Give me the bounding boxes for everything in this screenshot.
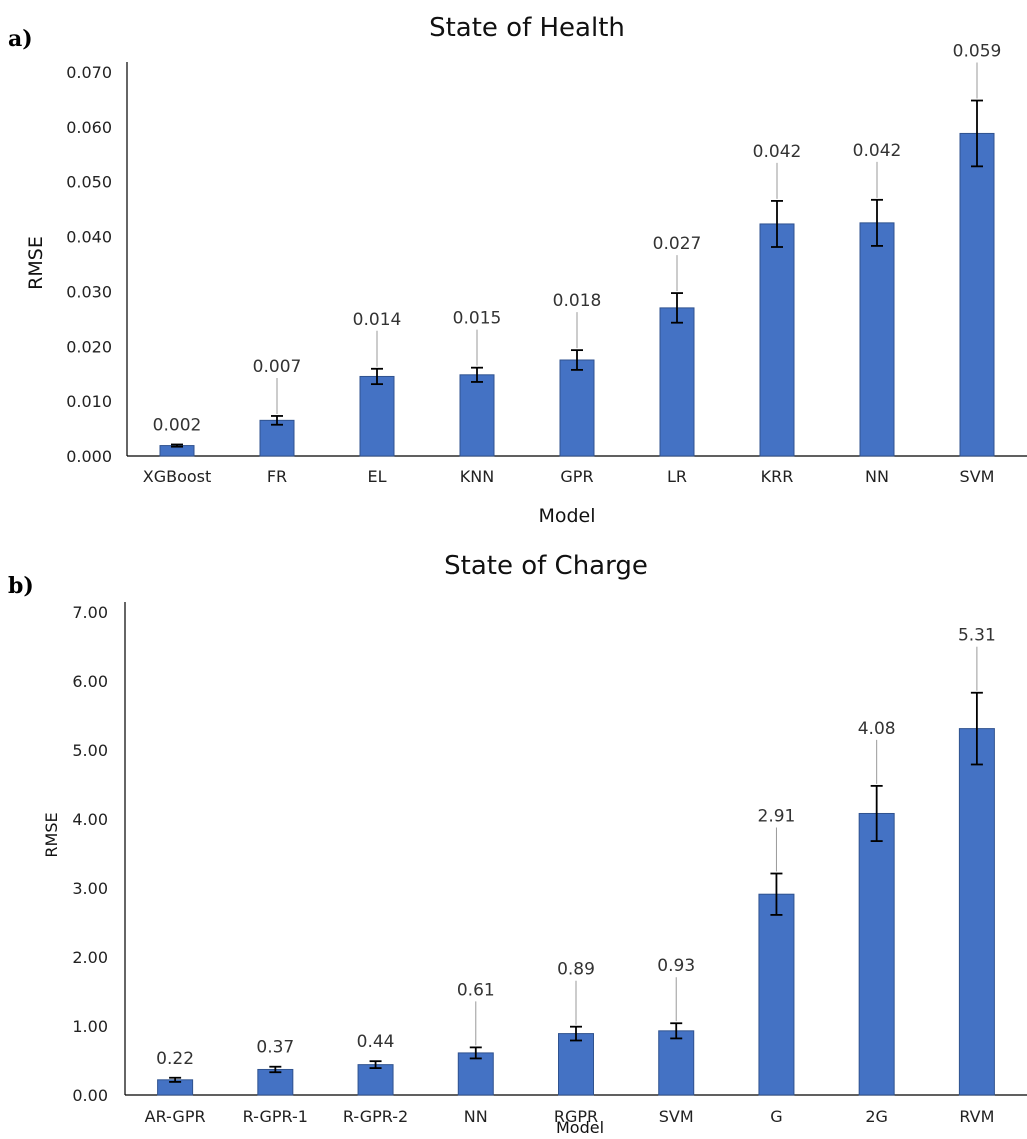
x-tick-label: RVM — [959, 1107, 994, 1126]
y-tick-label: 4.00 — [72, 810, 108, 829]
data-label: 0.22 — [156, 1049, 194, 1069]
bar — [559, 359, 595, 457]
x-tick-label: R-GPR-1 — [243, 1107, 308, 1126]
x-tick-label: NN — [865, 467, 889, 486]
x-axis-title-b: Model — [556, 1118, 604, 1137]
data-label: 2.91 — [758, 807, 796, 827]
data-label: 0.042 — [753, 142, 802, 162]
panel-label-b: b) — [8, 573, 34, 599]
data-label: 0.002 — [153, 415, 202, 435]
y-tick-label: 0.010 — [66, 392, 112, 411]
panel-label-a: a) — [8, 26, 33, 52]
chart-title-b: State of Charge — [444, 551, 648, 581]
bar — [658, 1030, 695, 1096]
bar — [257, 1068, 294, 1096]
x-tick-label: G — [770, 1107, 782, 1126]
x-tick-label: SVM — [960, 467, 995, 486]
x-tick-label: KRR — [761, 467, 794, 486]
x-tick-label: R-GPR-2 — [343, 1107, 408, 1126]
x-tick-label: 2G — [865, 1107, 888, 1126]
data-label: 0.027 — [653, 234, 702, 254]
bar — [958, 728, 995, 1096]
y-axis-title-a: RMSE — [25, 236, 47, 290]
x-tick-label: AR-GPR — [145, 1107, 206, 1126]
y-axis-title-b: RMSE — [42, 812, 61, 857]
data-label: 0.37 — [256, 1038, 294, 1058]
data-label: 0.44 — [357, 1032, 395, 1052]
y-tick-label: 0.070 — [66, 63, 112, 82]
bar — [959, 132, 995, 457]
y-tick-label: 0.040 — [66, 228, 112, 247]
x-tick-label: FR — [267, 467, 287, 486]
bar — [759, 223, 795, 457]
y-tick-label: 0.030 — [66, 282, 112, 301]
plot-area-b: 0.00 1.00 2.00 3.00 4.00 5.00 6.00 7.00 0.22 AR-G… — [72, 602, 1027, 1126]
plot-area-a: 0.000 0.010 0.020 0.030 0.040 0.050 0.060 0.070… — [66, 42, 1027, 486]
y-tick-label: 5.00 — [72, 741, 108, 760]
x-tick-label: LR — [667, 467, 687, 486]
bar — [858, 812, 895, 1096]
x-tick-label: SVM — [659, 1107, 694, 1126]
bar — [357, 1064, 394, 1096]
data-label: 0.018 — [553, 291, 602, 311]
x-tick-label: XGBoost — [143, 467, 212, 486]
y-tick-label: 7.00 — [72, 603, 108, 622]
y-tick-label: 0.00 — [72, 1086, 108, 1105]
x-tick-label: RGPR — [554, 1107, 598, 1126]
data-label: 0.007 — [253, 357, 302, 377]
data-label: 0.89 — [557, 960, 595, 980]
data-label: 4.08 — [858, 719, 896, 739]
y-tick-label: 2.00 — [72, 948, 108, 967]
bar — [758, 893, 795, 1096]
x-axis-title-a: Model — [538, 505, 595, 527]
data-label: 0.042 — [853, 141, 902, 161]
y-tick-label: 1.00 — [72, 1017, 108, 1036]
data-label: 0.93 — [657, 956, 695, 976]
y-tick-label: 0.060 — [66, 118, 112, 137]
data-label: 0.61 — [457, 980, 495, 1000]
y-tick-label: 0.000 — [66, 447, 112, 466]
y-tick-label: 3.00 — [72, 879, 108, 898]
bar — [859, 222, 895, 457]
data-label: 5.31 — [958, 626, 996, 646]
data-label: 0.059 — [953, 42, 1002, 62]
bar — [659, 307, 695, 457]
y-tick-label: 6.00 — [72, 672, 108, 691]
bar — [359, 375, 395, 457]
x-tick-label: KNN — [460, 467, 494, 486]
y-tick-label: 0.050 — [66, 173, 112, 192]
bar — [259, 419, 295, 457]
x-tick-label: GPR — [560, 467, 593, 486]
bar — [457, 1052, 494, 1096]
bar — [459, 374, 495, 457]
y-tick-label: 0.020 — [66, 337, 112, 356]
x-tick-label: EL — [367, 467, 386, 486]
bar — [558, 1033, 594, 1096]
data-label: 0.015 — [453, 309, 502, 329]
x-tick-label: NN — [464, 1107, 488, 1126]
data-label: 0.014 — [353, 310, 402, 330]
chart-title-a: State of Health — [429, 13, 625, 43]
